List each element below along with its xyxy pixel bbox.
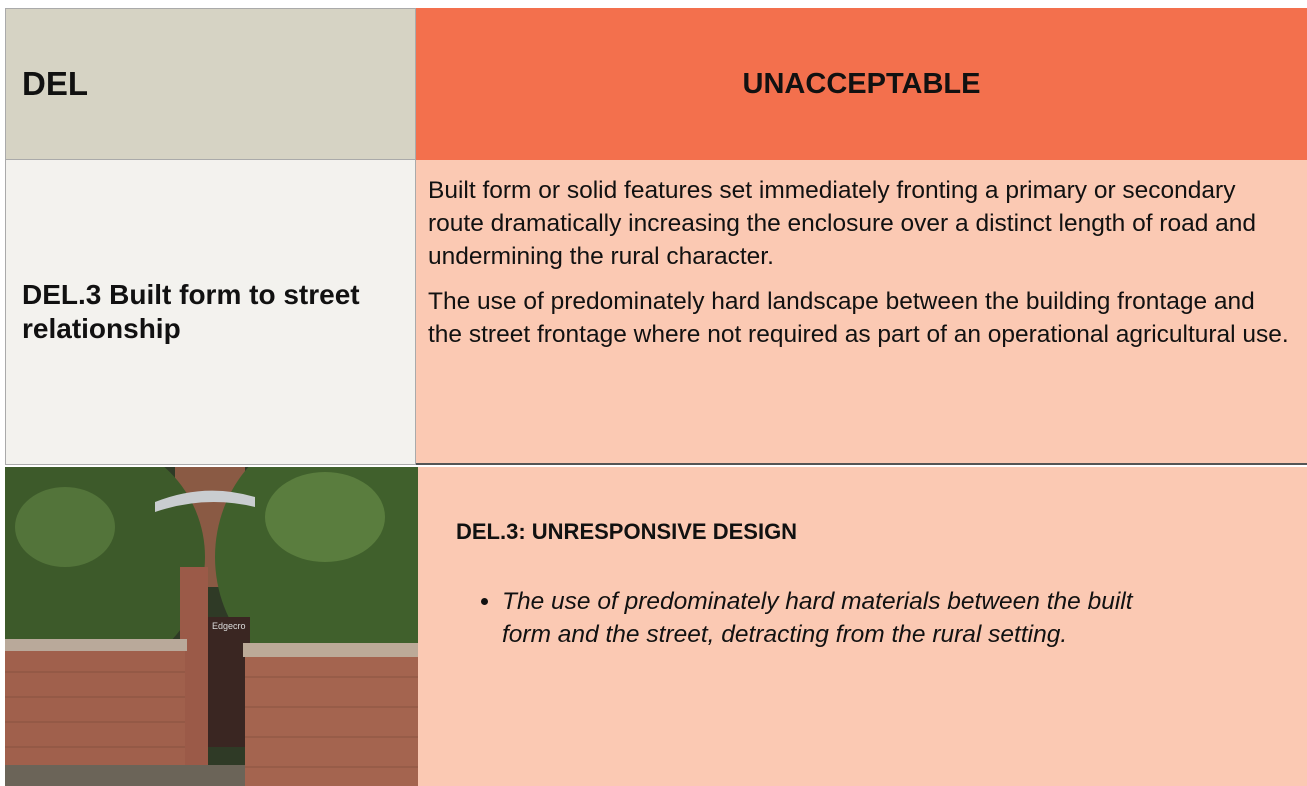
example-text: DEL.3: UNRESPONSIVE DESIGN The use of pr… (418, 467, 1307, 786)
bullet: The use of predominately hard materials … (502, 585, 1142, 651)
header-right: UNACCEPTABLE (416, 8, 1307, 160)
row-label: DEL.3 Built form to street relationship (5, 160, 416, 465)
photo: Edgecro (5, 467, 418, 786)
paragraph: Built form or solid features set immedia… (428, 177, 1257, 271)
row-text: Built form or solid features set immedia… (416, 160, 1307, 465)
paragraph: The use of predominately hard landscape … (428, 288, 1289, 349)
example-heading: DEL.3: UNRESPONSIVE DESIGN (456, 519, 798, 544)
gate-sign: Edgecro (212, 621, 246, 631)
bullet-list: The use of predominately hard materials … (456, 585, 1142, 651)
header-left: DEL (5, 8, 416, 160)
